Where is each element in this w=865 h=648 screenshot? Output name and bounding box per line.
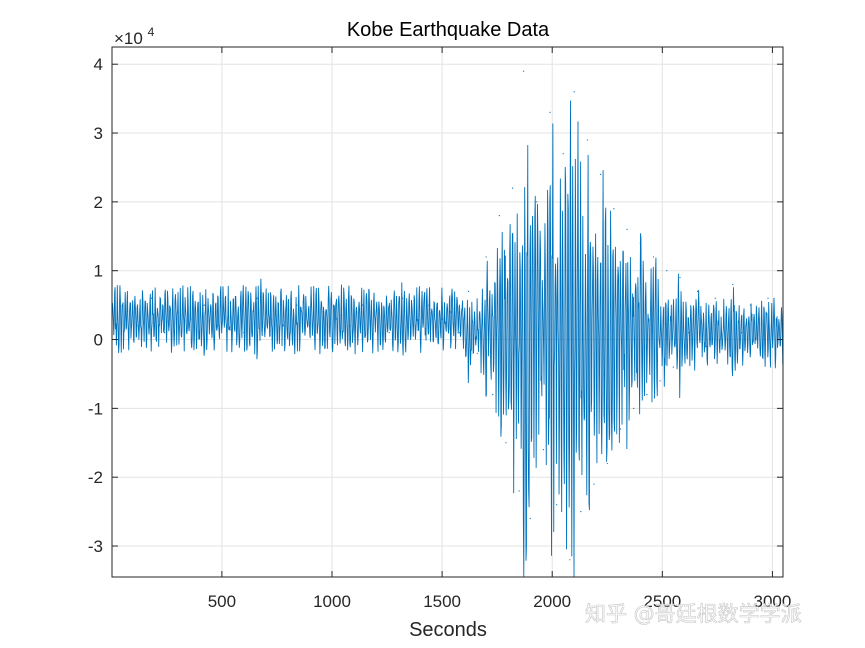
- data-point: [522, 70, 525, 72]
- data-point: [511, 187, 514, 189]
- data-point: [137, 325, 139, 327]
- data-point: [593, 483, 595, 485]
- data-point: [388, 332, 390, 334]
- y-axis-ticks: -3 -2 -1 0 1 2 3 4: [88, 55, 783, 556]
- data-point: [749, 304, 752, 306]
- data-point: [441, 318, 443, 320]
- data-point: [696, 290, 699, 292]
- data-point: [401, 297, 404, 299]
- x-axis-label: Seconds: [409, 619, 487, 641]
- x-axis-ticks: 500 1000 1500 2000 2500 3000: [208, 47, 792, 611]
- data-point: [569, 559, 571, 561]
- axes-border: [111, 46, 784, 578]
- data-point: [556, 504, 558, 506]
- data-point: [296, 304, 298, 306]
- data-point: [450, 311, 452, 313]
- data-point: [428, 304, 430, 306]
- x-tick-label: 500: [208, 592, 236, 611]
- data-point: [518, 490, 520, 492]
- data-point: [476, 352, 478, 354]
- y-exponent-label: ×10 4: [114, 25, 155, 48]
- y-tick-label: -2: [88, 468, 103, 487]
- data-point: [164, 332, 166, 334]
- y-exponent-power: 4: [148, 25, 155, 39]
- data-point: [309, 332, 311, 334]
- data-point: [672, 366, 674, 368]
- data-point: [767, 297, 769, 299]
- data-point: [256, 297, 258, 299]
- data-point: [124, 304, 126, 306]
- series-line: [111, 100, 784, 578]
- data-point: [600, 173, 602, 175]
- x-tick-label: 1000: [313, 592, 351, 611]
- x-tick-label: 3000: [754, 592, 792, 611]
- data-point: [586, 139, 589, 141]
- y-tick-label: 0: [94, 331, 103, 350]
- data-point: [758, 318, 760, 320]
- data-point: [573, 91, 575, 93]
- data-point: [467, 290, 470, 292]
- grid-lines: [112, 47, 783, 577]
- data-point: [714, 297, 716, 299]
- y-tick-label: 3: [94, 124, 103, 143]
- data-point: [150, 297, 153, 299]
- plot-area: [111, 70, 784, 578]
- data-point: [498, 215, 500, 217]
- data-point: [485, 256, 487, 258]
- data-point: [776, 325, 778, 327]
- data-point: [529, 517, 531, 520]
- data-point: [562, 153, 564, 155]
- data-point: [492, 393, 494, 396]
- data-point: [652, 256, 655, 258]
- data-point: [536, 201, 538, 203]
- watermark: 知乎 @哥廷根数学学派: [585, 602, 802, 626]
- data-point: [335, 318, 338, 320]
- y-exponent-base: ×10: [114, 29, 143, 48]
- y-tick-label: -3: [88, 537, 103, 556]
- data-point: [282, 325, 285, 327]
- data-point: [646, 393, 648, 396]
- data-point: [269, 318, 271, 320]
- x-tick-label: 2000: [533, 592, 571, 611]
- data-point: [322, 311, 324, 313]
- chart-title: Kobe Earthquake Data: [347, 19, 550, 41]
- data-point: [230, 311, 232, 313]
- y-tick-label: -1: [88, 399, 103, 418]
- data-point: [619, 428, 622, 430]
- data-point: [723, 325, 725, 327]
- data-point: [740, 332, 743, 334]
- y-tick-label: 1: [94, 262, 103, 281]
- data-point: [349, 325, 351, 327]
- data-point: [459, 332, 461, 334]
- data-point: [375, 311, 377, 313]
- data-point: [505, 442, 507, 444]
- data-point: [659, 380, 661, 382]
- y-tick-label: 2: [94, 193, 103, 212]
- data-point: [626, 228, 628, 231]
- data-point: [679, 276, 681, 279]
- data-point: [203, 304, 205, 306]
- data-point: [177, 311, 179, 313]
- axes-frame: [111, 46, 784, 578]
- data-point: [415, 325, 417, 327]
- x-tick-label: 1500: [423, 592, 461, 611]
- data-point: [688, 332, 690, 334]
- data-point: [216, 325, 219, 327]
- data-point: [639, 242, 641, 244]
- data-point: [705, 345, 707, 348]
- data-point: [190, 318, 192, 320]
- data-point: [549, 111, 551, 113]
- x-tick-label: 2500: [643, 592, 681, 611]
- data-point: [243, 332, 245, 334]
- data-point: [633, 407, 635, 409]
- data-point: [666, 270, 668, 272]
- data-point: [542, 449, 545, 451]
- data-point: [606, 462, 608, 465]
- y-tick-label: 4: [94, 55, 103, 74]
- data-point: [613, 208, 615, 210]
- data-point: [580, 511, 582, 513]
- data-point: [732, 283, 734, 286]
- data-point: [362, 304, 364, 306]
